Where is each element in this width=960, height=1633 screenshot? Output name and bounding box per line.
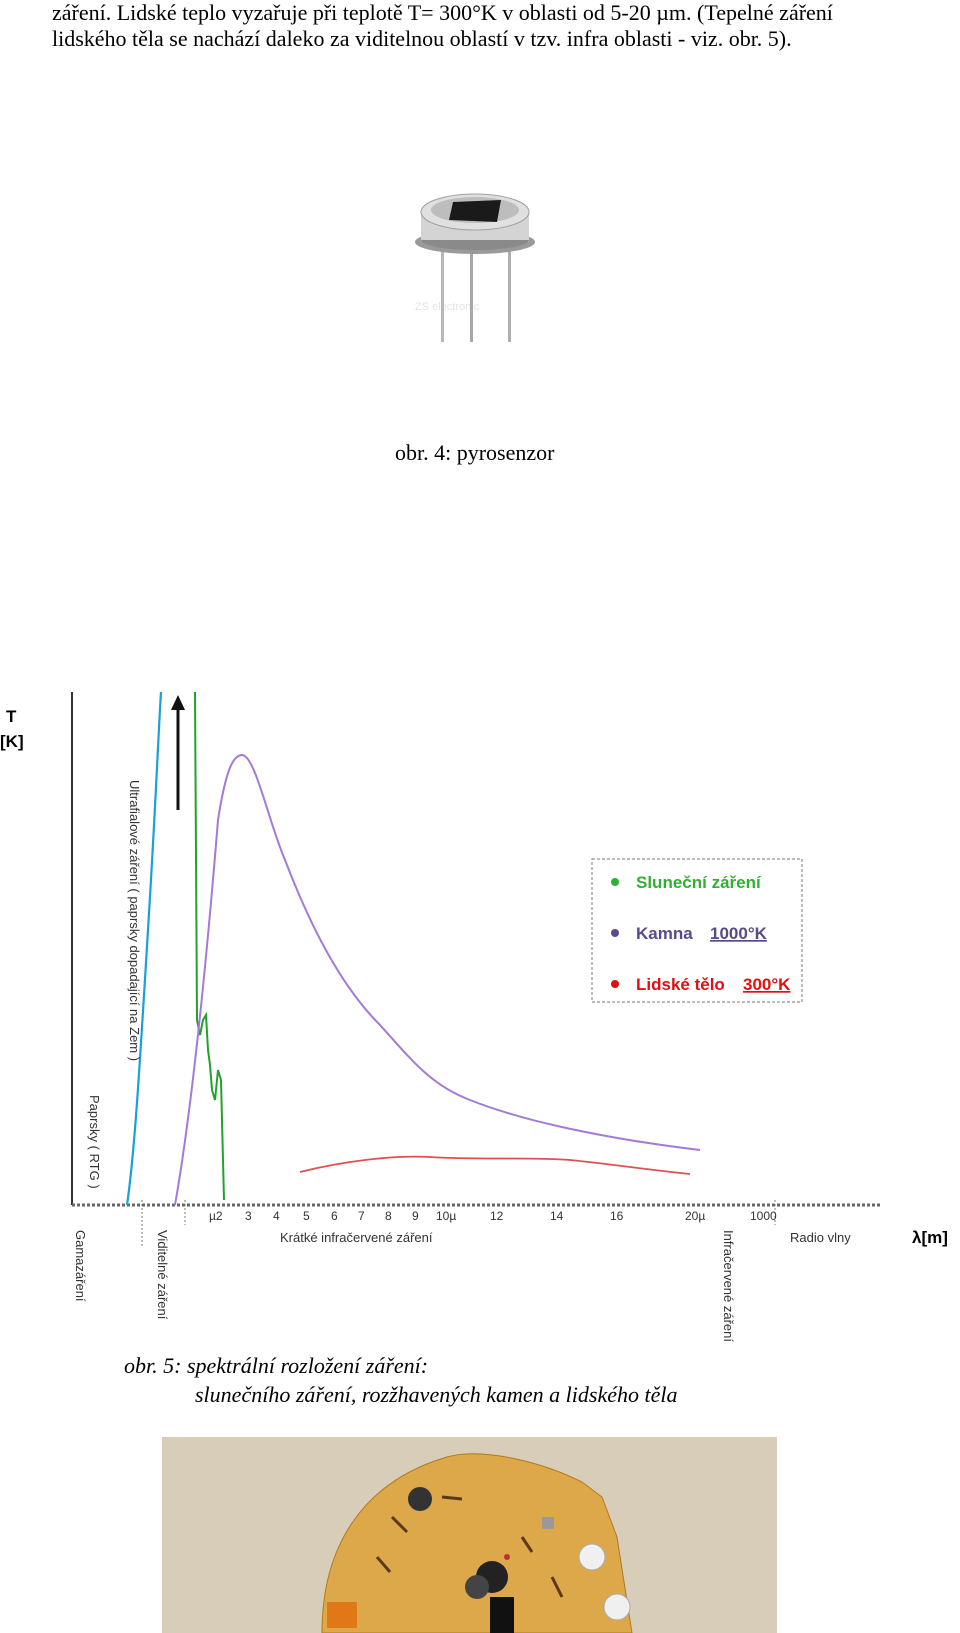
x-tick: 7 [358, 1209, 365, 1223]
x-tick: 9 [412, 1209, 419, 1223]
x-tick-labels: µ2 3 4 5 6 7 8 9 10µ 12 14 16 20µ 1000 [209, 1209, 777, 1223]
x-tick: µ2 [209, 1209, 223, 1223]
legend-dot-body [611, 980, 619, 988]
region-gamma: Gamazáření [73, 1230, 88, 1302]
sensor-watermark: ZS electronic [415, 301, 480, 313]
legend-label-stove: Kamna [636, 924, 693, 943]
x-tick: 5 [303, 1209, 310, 1223]
x-tick: 14 [550, 1209, 564, 1223]
region-visible: Viditelné záření [155, 1230, 170, 1320]
intro-paragraph: záření. Lidské teplo vyzařuje při teplot… [52, 0, 932, 52]
x-tick: 16 [610, 1209, 624, 1223]
y-axis-label-k: [K] [0, 732, 24, 751]
legend-suffix-body: 300°K [743, 975, 791, 994]
uv-curve [125, 691, 163, 1206]
region-short-ir: Krátké infračervené záření [280, 1230, 433, 1245]
legend-suffix-stove: 1000°K [710, 924, 768, 943]
y-axis-label-t: T [6, 707, 17, 726]
region-uv: Ultrafialové záření ( paprsky dopadající… [127, 780, 142, 1061]
body-curve [299, 1155, 691, 1175]
x-tick: 8 [385, 1209, 392, 1223]
x-tick: 1000 [750, 1209, 777, 1223]
x-tick: 10µ [436, 1209, 456, 1223]
region-infrared: Infračervené záření [721, 1230, 736, 1342]
x-tick: 3 [245, 1209, 252, 1223]
intro-line-1: záření. Lidské teplo vyzařuje při teplot… [52, 0, 833, 25]
pyrosensor-image: ZS electronic [415, 193, 535, 342]
legend-label-sun: Sluneční záření [636, 873, 762, 892]
figure-5-caption-line-2: slunečního záření, rozžhavených kamen a … [195, 1382, 678, 1407]
figure-4-caption: obr. 4: pyrosenzor [395, 440, 555, 465]
region-radio: Radio vlny [790, 1230, 851, 1245]
x-axis-label: λ[m] [912, 1228, 948, 1247]
legend-dot-sun [611, 878, 619, 886]
legend: Sluneční záření Kamna 1000°K Lidské tělo… [591, 858, 803, 1003]
spectral-chart: T [K] µ2 3 4 5 6 7 8 9 10µ 1 [0, 691, 948, 1342]
x-tick: 4 [273, 1209, 280, 1223]
x-tick: 6 [331, 1209, 338, 1223]
x-tick: 12 [490, 1209, 504, 1223]
stove-curve [174, 753, 701, 1206]
x-tick: 20µ [685, 1209, 705, 1223]
region-xray: Paprsky ( RTG ) [87, 1095, 102, 1189]
sun-curve [194, 691, 225, 1201]
legend-label-body: Lidské tělo [636, 975, 725, 994]
pcb-board-image [162, 1437, 777, 1633]
intro-line-2: lidského těla se nachází daleko za vidit… [52, 26, 792, 51]
figure-5-caption-line-1: obr. 5: spektrální rozložení záření: [124, 1353, 429, 1378]
legend-dot-stove [611, 929, 619, 937]
